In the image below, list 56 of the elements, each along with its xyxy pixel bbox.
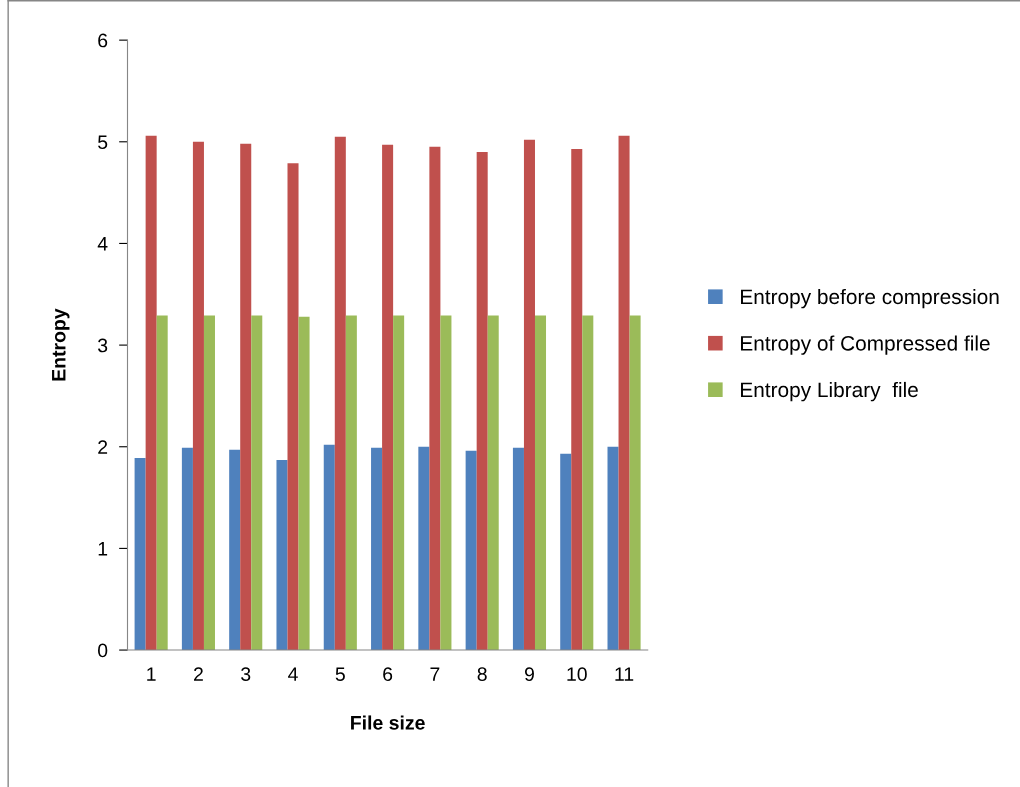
bar [523,139,535,651]
x-tick-label: 10 [567,667,587,682]
x-tick-label: 8 [477,667,487,682]
bar [156,315,168,651]
bar [393,315,405,651]
x-tick-label: 1 [147,667,156,681]
bar [251,315,263,651]
x-tick-label: 2 [194,667,203,681]
y-tick-label: 0 [98,643,108,658]
bar [229,449,241,651]
bar [276,459,288,651]
x-tick-label: 6 [383,667,393,682]
bar [203,315,215,651]
bar [429,146,441,651]
bar [560,453,572,651]
legend-label: Entropy Library file [741,381,918,402]
bar [192,141,204,651]
bar [181,447,193,651]
bar [512,447,524,651]
x-tick-label: 5 [335,667,345,682]
bar [240,143,252,651]
y-tick-label: 1 [98,542,108,556]
bar [323,444,335,651]
bar [287,163,299,651]
bar [629,315,641,651]
bar [418,446,430,651]
y-axis-title: Entropy [52,308,70,381]
bar [134,457,146,651]
bar [487,315,499,651]
x-tick-label: 7 [430,667,440,681]
y-tick-label: 2 [98,440,108,454]
bar [571,148,583,651]
bar [618,135,630,651]
bar [298,316,310,651]
y-tick-label: 6 [98,33,108,48]
x-axis-title: File size [351,715,425,730]
legend-label: Entropy before compression [741,288,999,309]
bar [345,315,357,651]
bar [382,144,394,651]
x-tick-label: 4 [288,667,298,681]
bar [582,315,594,651]
y-tick-label: 5 [98,135,108,150]
bar [334,136,346,651]
y-tick-label: 3 [97,338,108,353]
bar [607,446,619,651]
bar [145,135,157,651]
bar [371,447,383,651]
bar [476,151,488,651]
y-tick-label: 4 [97,237,108,251]
bar [465,450,477,651]
x-tick-label: 9 [524,667,534,682]
bar [534,315,547,651]
x-tick-label: 11 [615,667,634,681]
legend-label: Entropy of Compressed file [741,335,990,355]
x-tick-label: 3 [241,667,251,682]
bar [440,315,452,651]
